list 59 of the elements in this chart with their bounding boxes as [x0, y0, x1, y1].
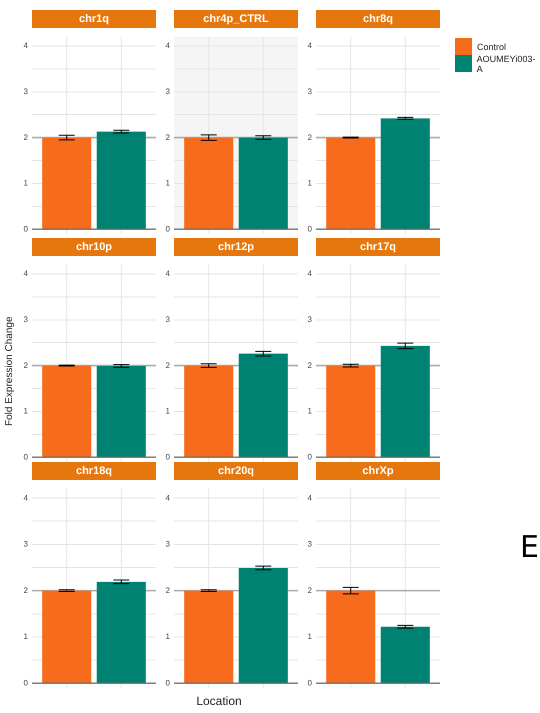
y-tick-label: 3	[308, 86, 313, 96]
x-axis-title: Location	[195, 694, 243, 708]
y-tick-label: 2	[308, 360, 313, 370]
y-tick-label: 3	[308, 540, 313, 549]
y-tick-label: 2	[24, 132, 29, 142]
chart-title: chr17q	[316, 238, 440, 256]
y-tick-label: 3	[166, 314, 171, 324]
chart-title: chrXp	[316, 462, 440, 480]
chart-title: chr8q	[316, 10, 440, 28]
y-tick-label: 2	[166, 132, 171, 142]
y-tick-label: 1	[166, 406, 171, 416]
y-tick-label: 0	[308, 224, 313, 234]
y-tick-label: 2	[24, 586, 29, 595]
y-tick-label: 0	[308, 452, 313, 462]
y-tick-label: 4	[308, 41, 313, 50]
chart-title: chr10p	[32, 238, 156, 256]
y-tick-label: 4	[166, 269, 171, 278]
y-tick-label: 0	[24, 678, 29, 688]
y-tick-label: 3	[24, 314, 29, 324]
y-tick-label: 0	[24, 224, 29, 234]
text: E	[520, 530, 539, 565]
y-tick-label: 1	[308, 406, 313, 416]
y-tick-label: 0	[24, 452, 29, 462]
legend-label: Control	[477, 42, 506, 52]
y-tick-label: 4	[308, 269, 313, 278]
y-tick-label: 1	[24, 178, 29, 188]
y-tick-label: 0	[166, 452, 171, 462]
y-tick-label: 1	[166, 178, 171, 188]
y-tick-label: 2	[166, 586, 171, 595]
chart-title: chr1q	[32, 10, 156, 28]
y-tick-label: 1	[24, 406, 29, 416]
chart-title: chr4p_CTRL	[174, 10, 298, 28]
y-tick-label: 1	[308, 178, 313, 188]
y-tick-label: 3	[24, 86, 29, 96]
y-tick-label: 0	[166, 224, 171, 234]
y-tick-label: 4	[24, 269, 29, 278]
y-tick-label: 4	[308, 493, 313, 502]
y-tick-label: 2	[308, 586, 313, 595]
y-tick-label: 1	[166, 632, 171, 642]
y-tick-label: 2	[24, 360, 29, 370]
chart-title: chr12p	[174, 238, 298, 256]
y-tick-label: 3	[166, 540, 171, 549]
y-tick-label: 4	[166, 493, 171, 502]
y-tick-label: 2	[308, 132, 313, 142]
y-axis-title: Fold Expression Change	[4, 316, 15, 426]
chart-title: chr20q	[174, 462, 298, 480]
y-tick-label: 3	[308, 314, 313, 324]
y-tick-label: 0	[308, 678, 313, 688]
legend-label: AOUMEYi003-A	[476, 54, 536, 74]
y-tick-label: 1	[308, 632, 313, 642]
y-tick-label: 4	[24, 493, 29, 502]
y-tick-label: 4	[166, 41, 171, 50]
chart-title: chr18q	[32, 462, 156, 480]
y-tick-label: 1	[24, 632, 29, 642]
y-tick-label: 3	[24, 540, 29, 549]
y-tick-label: 3	[166, 86, 171, 96]
y-tick-label: 4	[24, 41, 29, 50]
y-tick-label: 0	[166, 678, 171, 688]
y-tick-label: 2	[166, 360, 171, 370]
